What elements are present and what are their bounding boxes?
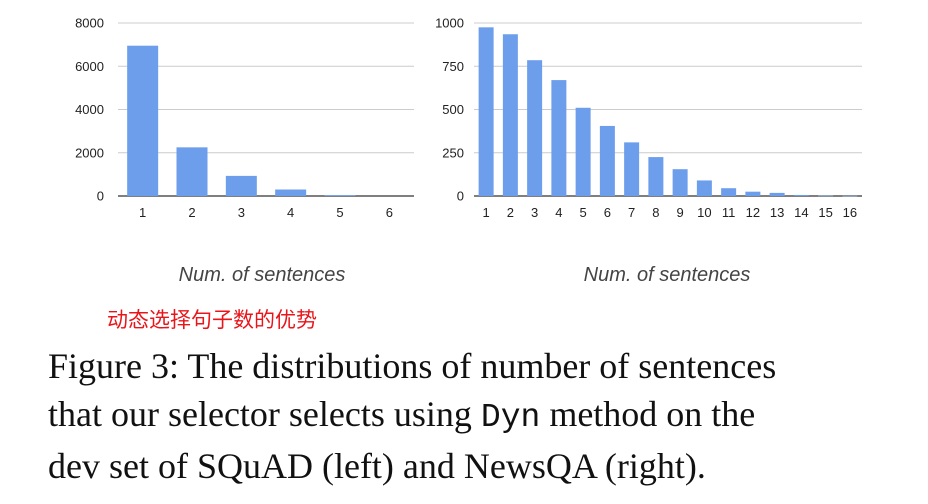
right-bar xyxy=(478,27,494,197)
right-x-tick-label: 3 xyxy=(531,205,538,220)
right-x-tick-label: 4 xyxy=(555,205,562,220)
right-bar xyxy=(793,194,809,196)
left-chart-squad: 0 2000 4000 6000 8000 1 2 3 4 5 6 Num. of sentences xyxy=(75,16,414,286)
right-y-tick-label: 1000 xyxy=(435,16,464,31)
right-bar xyxy=(551,80,567,196)
right-bar xyxy=(527,60,543,196)
caption-line-2-before: that our selector selects using xyxy=(48,394,481,434)
left-y-tick-label: 2000 xyxy=(75,145,104,160)
right-x-tick-label: 14 xyxy=(794,205,808,220)
left-x-tick-label: 6 xyxy=(386,205,393,220)
left-x-tick-label: 5 xyxy=(336,205,343,220)
left-y-tick-label: 4000 xyxy=(75,102,104,117)
left-bar xyxy=(275,189,307,196)
left-x-tick-label: 2 xyxy=(188,205,195,220)
right-x-tick-label: 13 xyxy=(770,205,784,220)
left-y-tick-label: 0 xyxy=(97,189,104,204)
right-bar xyxy=(648,157,664,196)
right-x-tick-label: 12 xyxy=(746,205,760,220)
right-bar xyxy=(599,125,615,196)
caption-code-dyn: Dyn xyxy=(480,399,541,436)
right-y-tick-label: 500 xyxy=(442,102,464,117)
left-bar xyxy=(225,175,257,196)
right-bar xyxy=(818,195,834,197)
left-x-tick-label: 3 xyxy=(238,205,245,220)
right-bar xyxy=(575,107,591,196)
right-x-tick-label: 5 xyxy=(580,205,587,220)
left-bar xyxy=(176,147,208,196)
right-x-tick-label: 15 xyxy=(818,205,832,220)
left-x-tick-label: 4 xyxy=(287,205,294,220)
figure-caption: Figure 3: The distributions of number of… xyxy=(48,342,898,490)
chinese-annotation: 动态选择句子数的优势 xyxy=(107,308,317,332)
right-x-tick-label: 8 xyxy=(652,205,659,220)
right-bar xyxy=(721,188,737,196)
left-x-axis-label: Num. of sentences xyxy=(179,264,346,286)
right-y-tick-label: 750 xyxy=(442,59,464,74)
right-x-tick-label: 7 xyxy=(628,205,635,220)
left-bar xyxy=(127,45,159,196)
right-x-tick-label: 6 xyxy=(604,205,611,220)
left-y-tick-label: 8000 xyxy=(75,16,104,31)
caption-line-2-after: method on the xyxy=(540,394,756,434)
left-bar xyxy=(324,195,356,196)
right-y-tick-label: 0 xyxy=(457,189,464,204)
left-y-tick-label: 6000 xyxy=(75,59,104,74)
right-x-tick-label: 11 xyxy=(722,205,736,220)
caption-line-3: dev set of SQuAD (left) and NewsQA (righ… xyxy=(48,446,706,486)
caption-line-1: Figure 3: The distributions of number of… xyxy=(48,346,777,386)
right-bar xyxy=(624,142,640,196)
right-bar xyxy=(769,192,785,196)
right-x-tick-label: 2 xyxy=(507,205,514,220)
right-x-tick-label: 1 xyxy=(483,205,490,220)
right-x-tick-label: 9 xyxy=(677,205,684,220)
right-x-axis-label: Num. of sentences xyxy=(584,264,751,286)
right-x-tick-label: 10 xyxy=(697,205,711,220)
left-x-tick-label: 1 xyxy=(139,205,146,220)
right-bar xyxy=(502,34,518,197)
right-bar xyxy=(842,195,858,197)
right-bar xyxy=(696,180,712,196)
right-y-tick-label: 250 xyxy=(442,145,464,160)
caption-line-2: that our selector selects using Dyn meth… xyxy=(48,390,898,442)
right-x-tick-label: 16 xyxy=(843,205,857,220)
right-bar xyxy=(672,169,688,196)
right-bar xyxy=(745,191,761,196)
